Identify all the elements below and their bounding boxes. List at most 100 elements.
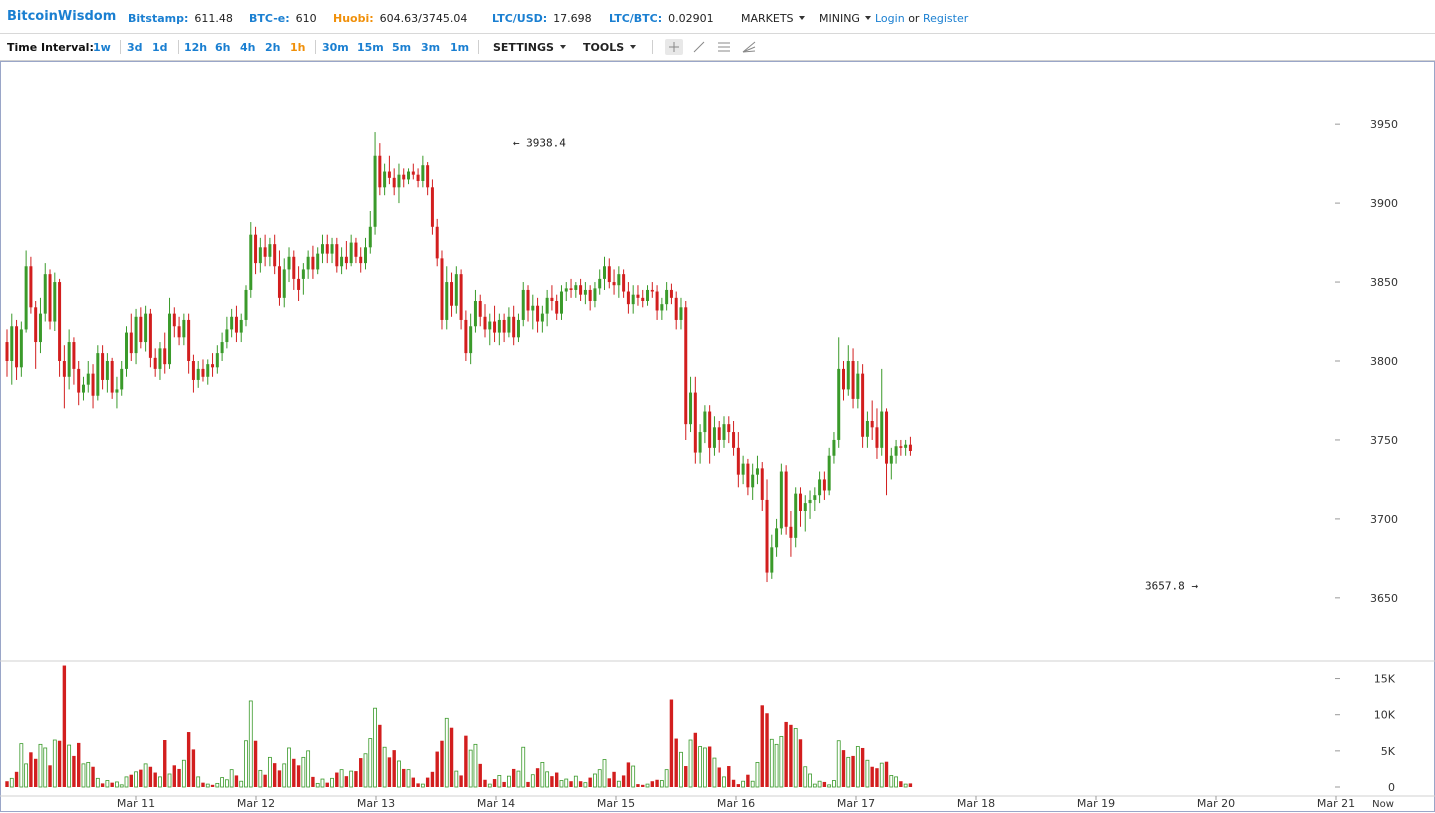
price-tick-label: 3650	[1370, 592, 1398, 605]
ticker-ltc-btc[interactable]: LTC/BTC: 0.02901	[609, 12, 714, 25]
volume-bar	[464, 735, 468, 787]
candle-body	[416, 174, 420, 181]
candle-body	[698, 432, 702, 453]
candle-body	[531, 305, 535, 311]
interval-3d[interactable]: 3d	[127, 41, 143, 54]
candle	[158, 342, 162, 380]
volume-bar	[416, 783, 420, 787]
candle-body	[722, 424, 726, 440]
fan-icon[interactable]	[740, 39, 758, 55]
candle-body	[191, 361, 195, 380]
candle	[832, 432, 836, 464]
candle-body	[105, 361, 109, 380]
interval-30m[interactable]: 30m	[322, 41, 349, 54]
crosshair-icon[interactable]	[665, 39, 683, 55]
interval-3m[interactable]: 3m	[421, 41, 441, 54]
interval-1d[interactable]: 1d	[152, 41, 168, 54]
volume-bar	[411, 777, 415, 787]
volume-bar	[454, 770, 459, 788]
volume-bar	[487, 783, 492, 788]
volume-bar	[903, 783, 908, 788]
interval-5m[interactable]: 5m	[392, 41, 412, 54]
interval-1m[interactable]: 1m	[450, 41, 470, 54]
horizontal-lines-icon[interactable]	[715, 39, 733, 55]
candle	[325, 234, 329, 264]
mining-menu[interactable]: MINING	[819, 12, 871, 25]
price-tick-label: 3900	[1370, 197, 1398, 210]
volume-bar	[387, 757, 392, 787]
ticker-ltc-usd[interactable]: LTC/USD: 17.698	[492, 12, 592, 25]
ticker-huobi[interactable]: Huobi: 604.63/3745.04	[333, 12, 467, 25]
volume-bar	[755, 762, 760, 788]
candle	[779, 463, 783, 535]
candle	[258, 237, 262, 273]
volume-bar	[774, 743, 779, 788]
candle	[129, 313, 133, 361]
interval-12h[interactable]: 12h	[184, 41, 208, 54]
login-link[interactable]: Login	[875, 12, 905, 25]
candle	[827, 447, 831, 496]
interval-6h[interactable]: 6h	[215, 41, 231, 54]
candle-body	[708, 411, 712, 448]
volume-tick-label: 0	[1388, 781, 1395, 794]
tools-menu[interactable]: TOOLS	[583, 41, 637, 54]
volume-bar	[836, 740, 841, 788]
volume-bar	[559, 780, 564, 788]
candle-body	[320, 244, 324, 254]
candle-body	[29, 266, 33, 308]
volume-bar	[879, 762, 884, 788]
candle-body	[832, 439, 836, 456]
candle-body	[277, 266, 281, 298]
volume-bar	[430, 771, 435, 787]
interval-1w[interactable]: 1w	[93, 41, 111, 54]
candle	[593, 282, 597, 308]
volume-bar	[43, 747, 48, 788]
interval-1h[interactable]: 1h	[290, 41, 306, 54]
tools-menu-label: TOOLS	[583, 41, 625, 54]
candle-body	[311, 256, 315, 270]
candle	[722, 416, 726, 448]
candle	[364, 237, 367, 270]
candle	[81, 376, 85, 401]
price-tick-label: 3850	[1370, 276, 1398, 289]
candle	[368, 211, 372, 254]
candle	[10, 313, 14, 385]
volume-bar	[67, 744, 72, 788]
volume-bar	[330, 777, 334, 788]
markets-menu[interactable]: MARKETS	[741, 12, 805, 25]
volume-bar	[492, 779, 497, 787]
ticker-bitstamp[interactable]: Bitstamp: 611.48	[128, 12, 233, 25]
volume-bar	[727, 766, 731, 787]
time-tick-label: Mar 16	[717, 797, 755, 810]
trend-line-icon[interactable]	[690, 39, 708, 55]
price-chart[interactable]: 3650 3700 3750 3800 3850 3900 3950 0 5K 10K 15K M…	[0, 61, 1435, 813]
candle	[144, 305, 148, 352]
candle	[846, 345, 850, 396]
volume-bar	[244, 740, 248, 788]
candle	[225, 316, 229, 349]
candle	[684, 301, 688, 440]
volume-bar	[349, 770, 354, 788]
volume-bar	[473, 743, 478, 788]
candle	[230, 308, 234, 338]
register-link[interactable]: Register	[922, 12, 969, 25]
candle	[512, 305, 516, 346]
interval-4h[interactable]: 4h	[240, 41, 256, 54]
volume-bar	[119, 784, 124, 788]
ticker-btce[interactable]: BTC-e: 610	[249, 12, 317, 25]
volume-bar	[607, 778, 611, 787]
interval-15m[interactable]: 15m	[357, 41, 384, 54]
volume-bar	[851, 755, 855, 787]
candle	[191, 354, 195, 393]
candle	[732, 421, 736, 456]
candle-body	[574, 285, 578, 290]
site-logo[interactable]: BitcoinWisdom	[7, 9, 117, 24]
candle-body	[732, 432, 736, 448]
volume-bar	[392, 750, 396, 787]
ticker-value: 611.48	[194, 12, 233, 25]
volume-bar	[72, 755, 76, 787]
interval-2h[interactable]: 2h	[265, 41, 281, 54]
candle	[607, 258, 611, 289]
settings-menu[interactable]: SETTINGS	[493, 41, 566, 54]
volume-bar	[530, 774, 535, 788]
